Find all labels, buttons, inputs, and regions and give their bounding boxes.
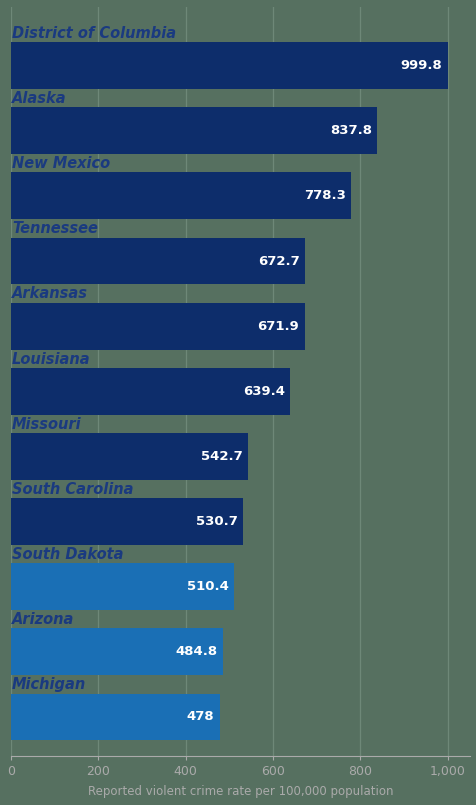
Bar [11,564,233,610]
Text: 484.8: 484.8 [175,646,217,658]
Text: 639.4: 639.4 [243,385,285,398]
X-axis label: Reported violent crime rate per 100,000 population: Reported violent crime rate per 100,000 … [88,785,392,798]
Text: South Carolina: South Carolina [12,482,133,497]
Text: South Dakota: South Dakota [12,547,123,562]
Text: Louisiana: Louisiana [12,352,90,366]
Text: Alaska: Alaska [12,91,66,106]
Text: Tennessee: Tennessee [12,221,98,236]
Text: 778.3: 778.3 [303,189,345,202]
Text: Arkansas: Arkansas [12,287,88,301]
Bar [11,498,242,545]
Text: Michigan: Michigan [12,677,86,692]
Bar [11,694,219,741]
Bar [11,172,350,219]
Text: Arizona: Arizona [12,612,74,627]
Text: New Mexico: New Mexico [12,156,109,171]
Text: 837.8: 837.8 [329,124,371,137]
Bar [11,42,447,89]
Text: 478: 478 [187,711,214,724]
Text: 672.7: 672.7 [258,254,299,267]
Text: District of Columbia: District of Columbia [12,26,176,41]
Text: 671.9: 671.9 [257,320,298,332]
Text: 542.7: 542.7 [201,450,242,463]
Text: Missouri: Missouri [12,417,81,431]
Bar [11,629,222,675]
Bar [11,237,304,284]
Text: 510.4: 510.4 [187,580,228,593]
Text: 530.7: 530.7 [195,515,237,528]
Bar [11,433,248,480]
Bar [11,107,376,155]
Bar [11,303,304,349]
Bar [11,368,290,415]
Text: 999.8: 999.8 [400,59,442,72]
